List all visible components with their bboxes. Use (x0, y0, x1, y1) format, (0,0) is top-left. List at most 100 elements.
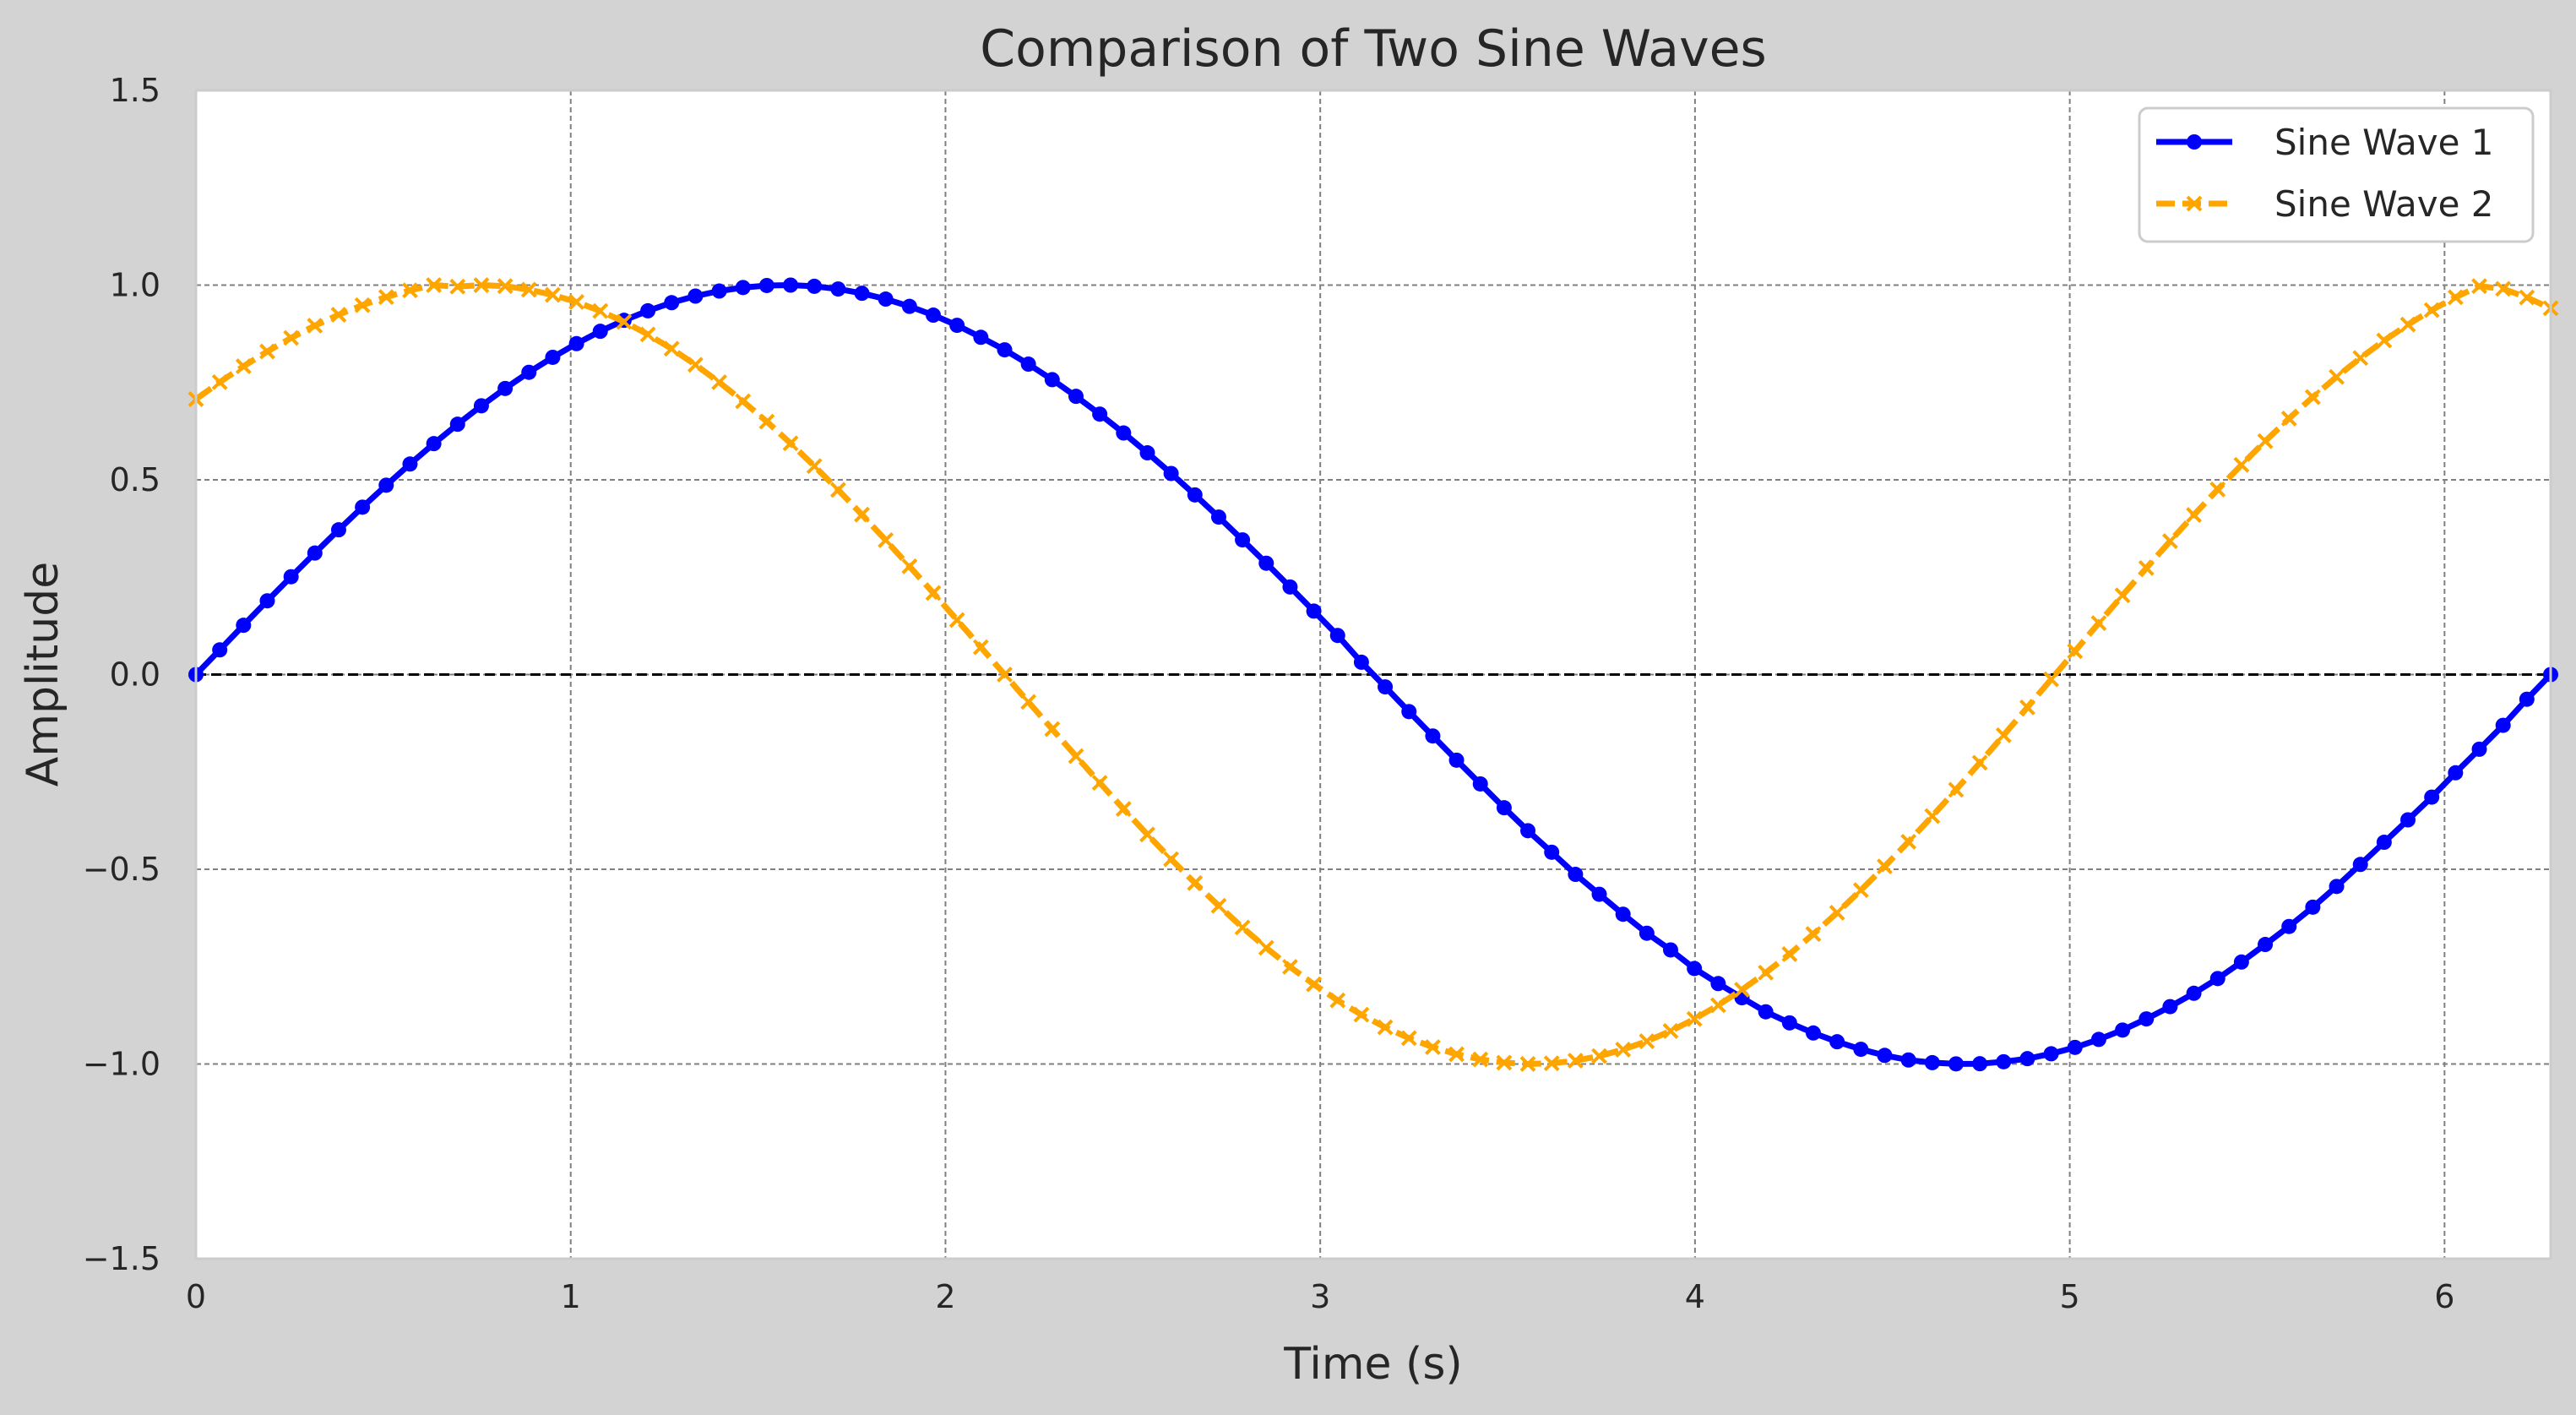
data-point (1448, 752, 1465, 768)
data-point (1234, 919, 1251, 936)
series-line (193, 282, 2553, 1067)
data-point (1020, 356, 1036, 373)
data-point (355, 499, 371, 515)
data-point (497, 380, 514, 396)
data-point (639, 326, 656, 343)
data-point (1971, 754, 1988, 771)
data-point (568, 335, 584, 351)
data-point (2495, 717, 2511, 733)
data-point (378, 289, 394, 306)
data-point (997, 667, 1013, 683)
data-point (1400, 1030, 1417, 1047)
data-point (830, 281, 846, 297)
data-point (259, 343, 275, 360)
y-tick-label: 1.5 (110, 72, 160, 109)
data-point (2233, 456, 2250, 473)
data-point (2376, 332, 2393, 349)
data-point (2376, 835, 2392, 851)
data-point (1805, 1025, 1821, 1041)
data-point (2495, 280, 2512, 297)
data-point (1829, 1034, 1845, 1050)
data-point (211, 373, 228, 390)
data-point (1924, 808, 1941, 825)
data-point (663, 340, 680, 357)
data-point (402, 456, 418, 472)
data-point (592, 324, 608, 340)
data-point (806, 458, 823, 475)
data-point (1163, 851, 1180, 868)
data-point (592, 302, 609, 319)
data-point (1329, 992, 1346, 1009)
data-point (1139, 445, 1155, 461)
data-point (2114, 587, 2131, 604)
data-point (520, 281, 537, 298)
data-point (307, 318, 323, 334)
data-point (616, 313, 633, 330)
data-point (1852, 882, 1869, 899)
data-point (330, 522, 346, 538)
legend-entry: Sine Wave 2 (2156, 183, 2494, 225)
data-point (212, 642, 228, 658)
data-point (521, 364, 537, 380)
data-point (473, 398, 489, 414)
data-point (1924, 1054, 1940, 1070)
data-point (925, 585, 942, 601)
data-point (735, 393, 752, 410)
data-point (1329, 628, 1345, 644)
data-point (1877, 858, 1893, 875)
data-point (901, 298, 917, 314)
series-line (193, 282, 2552, 1067)
legend-entry: Sine Wave 1 (2156, 122, 2494, 163)
data-point (1709, 997, 1726, 1014)
data-point (2043, 671, 2060, 688)
data-point (1401, 704, 1417, 720)
data-point (878, 531, 894, 548)
data-point (545, 349, 561, 365)
data-point (1044, 721, 1061, 737)
data-point (2162, 999, 2178, 1015)
data-point (711, 374, 727, 390)
data-point (2305, 899, 2321, 915)
x-tick-label: 5 (2060, 1278, 2080, 1315)
data-point (1258, 555, 1274, 571)
data-point (2519, 691, 2535, 707)
data-point (1734, 982, 1750, 999)
data-point (1734, 990, 1750, 1006)
data-point (1496, 800, 1512, 816)
data-point (972, 639, 989, 656)
data-point (354, 297, 371, 313)
x-tick-label: 3 (1310, 1278, 1330, 1315)
data-point (1068, 389, 1084, 405)
data-point (1519, 1056, 1536, 1072)
data-point (1758, 1004, 1774, 1020)
data-point (426, 436, 442, 452)
legend-marker (2186, 195, 2203, 212)
data-point (2257, 433, 2274, 449)
data-point (1900, 1052, 1916, 1068)
data-point (1020, 694, 1037, 710)
data-point (1948, 1056, 1964, 1072)
data-point (1615, 1042, 1632, 1058)
data-point (449, 416, 465, 433)
data-point (854, 286, 870, 302)
data-point (997, 342, 1013, 358)
data-point (1710, 976, 1726, 992)
data-point (1116, 425, 1132, 441)
x-tick-label: 0 (186, 1278, 206, 1315)
data-point (948, 612, 965, 629)
y-tick-label: −1.0 (83, 1046, 160, 1083)
data-point (1092, 406, 1108, 422)
data-point (1115, 801, 1132, 818)
series-1 (188, 277, 2558, 1072)
data-point (2329, 879, 2345, 895)
data-point (1377, 1019, 1394, 1036)
data-point (758, 277, 774, 293)
data-point (568, 294, 585, 310)
data-point (1282, 579, 1298, 595)
data-point (283, 569, 299, 585)
data-point (2281, 918, 2297, 934)
data-point (2400, 812, 2416, 828)
data-point (1091, 775, 1108, 792)
data-point (1829, 905, 1845, 921)
data-point (1282, 959, 1298, 975)
